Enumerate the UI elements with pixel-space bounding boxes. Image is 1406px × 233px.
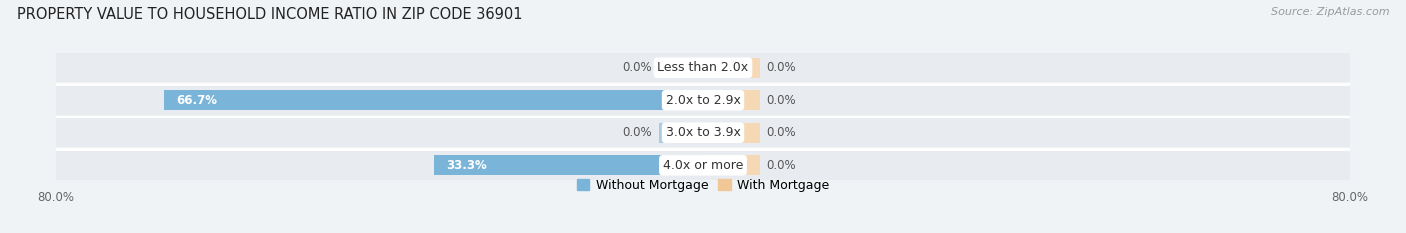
Bar — [703, 123, 759, 143]
Text: 4.0x or more: 4.0x or more — [662, 159, 744, 172]
Bar — [658, 90, 703, 110]
Text: 0.0%: 0.0% — [766, 61, 796, 74]
Bar — [163, 90, 703, 110]
Bar — [658, 155, 703, 175]
Bar — [658, 58, 703, 78]
Text: PROPERTY VALUE TO HOUSEHOLD INCOME RATIO IN ZIP CODE 36901: PROPERTY VALUE TO HOUSEHOLD INCOME RATIO… — [17, 7, 523, 22]
Text: 66.7%: 66.7% — [176, 94, 217, 107]
Bar — [703, 58, 759, 78]
Bar — [56, 53, 1350, 82]
Text: 2.0x to 2.9x: 2.0x to 2.9x — [665, 94, 741, 107]
Bar — [434, 155, 703, 175]
Bar — [56, 86, 1350, 115]
Text: 0.0%: 0.0% — [766, 94, 796, 107]
Bar — [658, 123, 703, 143]
Bar — [703, 90, 759, 110]
Text: 0.0%: 0.0% — [766, 159, 796, 172]
Bar — [56, 151, 1350, 180]
Text: 33.3%: 33.3% — [446, 159, 486, 172]
Legend: Without Mortgage, With Mortgage: Without Mortgage, With Mortgage — [572, 174, 834, 197]
Bar — [56, 118, 1350, 147]
Text: 3.0x to 3.9x: 3.0x to 3.9x — [665, 126, 741, 139]
Text: Less than 2.0x: Less than 2.0x — [658, 61, 748, 74]
Text: 0.0%: 0.0% — [623, 61, 652, 74]
Text: 0.0%: 0.0% — [766, 126, 796, 139]
Text: Source: ZipAtlas.com: Source: ZipAtlas.com — [1271, 7, 1389, 17]
Text: 0.0%: 0.0% — [623, 126, 652, 139]
Bar — [703, 155, 759, 175]
